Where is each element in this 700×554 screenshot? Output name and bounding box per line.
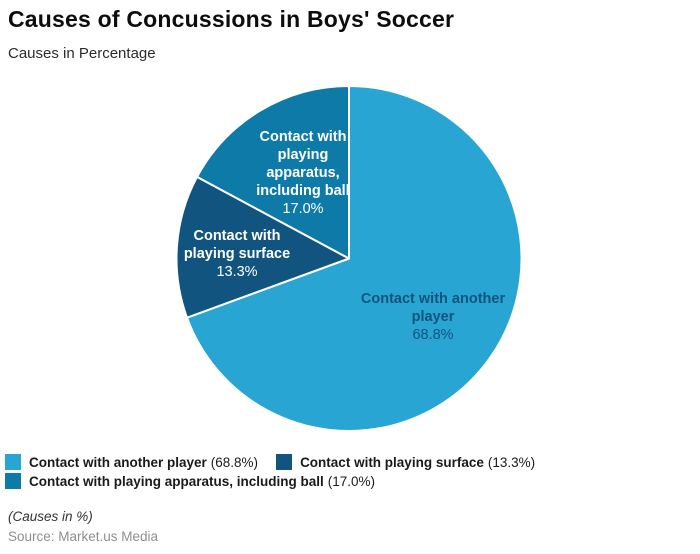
legend-swatch-playing-apparatus [5,473,21,489]
legend-swatch-playing-surface [276,454,293,470]
legend-value: (13.3%) [487,454,536,470]
footer-note: (Causes in %) [8,509,93,524]
chart-subtitle: Causes in Percentage [8,45,156,62]
legend-value: (17.0%) [327,473,376,489]
slice-label-text: Contact with another player [360,291,506,325]
pie-slice-1 [175,175,350,319]
slice-label-playing-surface: Contact with playing surface 13.3% [172,227,302,281]
pie-slices [175,85,523,432]
slice-label-pct: 17.0% [282,201,324,217]
legend-row: Contact with another player (68.8%) Cont… [5,454,535,470]
pie-slice-0 [185,85,523,432]
legend-row: Contact with playing apparatus, includin… [5,473,535,489]
slice-label-playing-apparatus: Contact with playing apparatus, includin… [245,128,361,218]
footer-source: Source: Market.us Media [8,529,159,544]
legend-label: Contact with playing apparatus, includin… [29,473,324,489]
legend: Contact with another player (68.8%) Cont… [5,454,535,489]
legend-item-playing-surface: Contact with playing surface (13.3%) [276,454,535,470]
chart-title: Causes of Concussions in Boys' Soccer [8,6,455,32]
legend-item-another-player: Contact with another player (68.8%) [5,454,258,470]
legend-label: Contact with playing surface [300,454,484,470]
slice-label-pct: 13.3% [216,264,258,280]
pie-slice-2 [196,85,350,260]
legend-value: (68.8%) [210,454,259,470]
slice-label-pct: 68.8% [412,327,454,343]
slice-label-text: Contact with playing apparatus, includin… [256,129,350,199]
legend-label: Contact with another player [29,454,207,470]
slice-label-another-player: Contact with another player 68.8% [348,290,518,344]
legend-item-playing-apparatus: Contact with playing apparatus, includin… [5,473,375,489]
legend-swatch-another-player [5,454,21,470]
slice-label-text: Contact with playing surface [183,228,291,262]
